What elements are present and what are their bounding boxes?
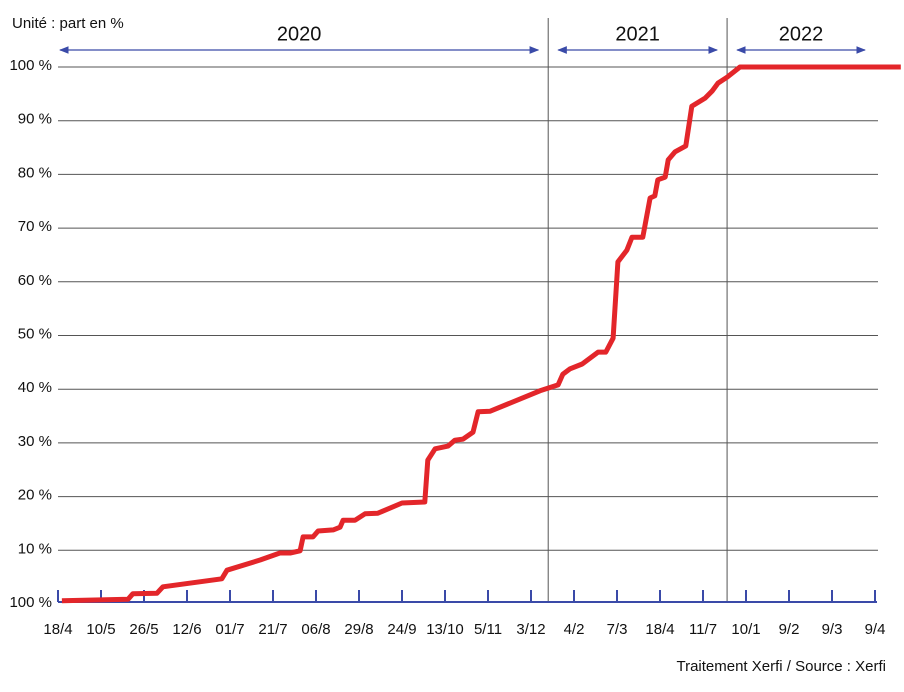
x-tick-label: 13/10 <box>426 621 464 638</box>
y-tick-label: 70 % <box>18 218 52 235</box>
source: Traitement Xerfi / Source : Xerfi <box>676 658 886 675</box>
x-tick-label: 10/5 <box>86 621 115 638</box>
y-tick-label: 40 % <box>18 379 52 396</box>
x-tick-label: 11/7 <box>689 621 717 638</box>
x-tick-label: 5/11 <box>474 621 502 638</box>
data-line <box>61 64 901 604</box>
x-tick-label: 21/7 <box>258 621 287 638</box>
x-tick-label: 9/4 <box>865 621 886 638</box>
x-tick-label: 7/3 <box>607 621 628 638</box>
x-tick-label: 18/4 <box>43 621 72 638</box>
y-tick-label: 60 % <box>18 272 52 289</box>
y-tick-label: 80 % <box>18 164 52 181</box>
y-tick-label: 10 % <box>18 540 52 557</box>
period-label: 2020 <box>277 23 322 45</box>
x-tick-label: 9/3 <box>822 621 843 638</box>
x-tick-label: 3/12 <box>516 621 545 638</box>
y-tick-label: 20 % <box>18 487 52 504</box>
x-tick-label: 26/5 <box>129 621 158 638</box>
x-tick-label: 29/8 <box>344 621 373 638</box>
y-tick-label: 100 % <box>9 594 52 611</box>
x-tick-label: 10/1 <box>731 621 760 638</box>
x-tick-label: 24/9 <box>387 621 416 638</box>
y-tick-label: 100 % <box>9 57 52 74</box>
x-tick-label: 9/2 <box>779 621 800 638</box>
x-tick-label: 18/4 <box>645 621 674 638</box>
y-tick-label: 90 % <box>18 111 52 128</box>
x-tick-label: 4/2 <box>564 621 585 638</box>
x-tick-label: 06/8 <box>301 621 330 638</box>
period-label: 2022 <box>779 23 824 45</box>
period-label: 2021 <box>615 23 660 45</box>
x-tick-label: 01/7 <box>215 621 244 638</box>
x-tick-label: 12/6 <box>172 621 201 638</box>
y-tick-label: 30 % <box>18 433 52 450</box>
y-tick-label: 50 % <box>18 325 52 342</box>
unit-label: Unité : part en % <box>12 15 124 32</box>
